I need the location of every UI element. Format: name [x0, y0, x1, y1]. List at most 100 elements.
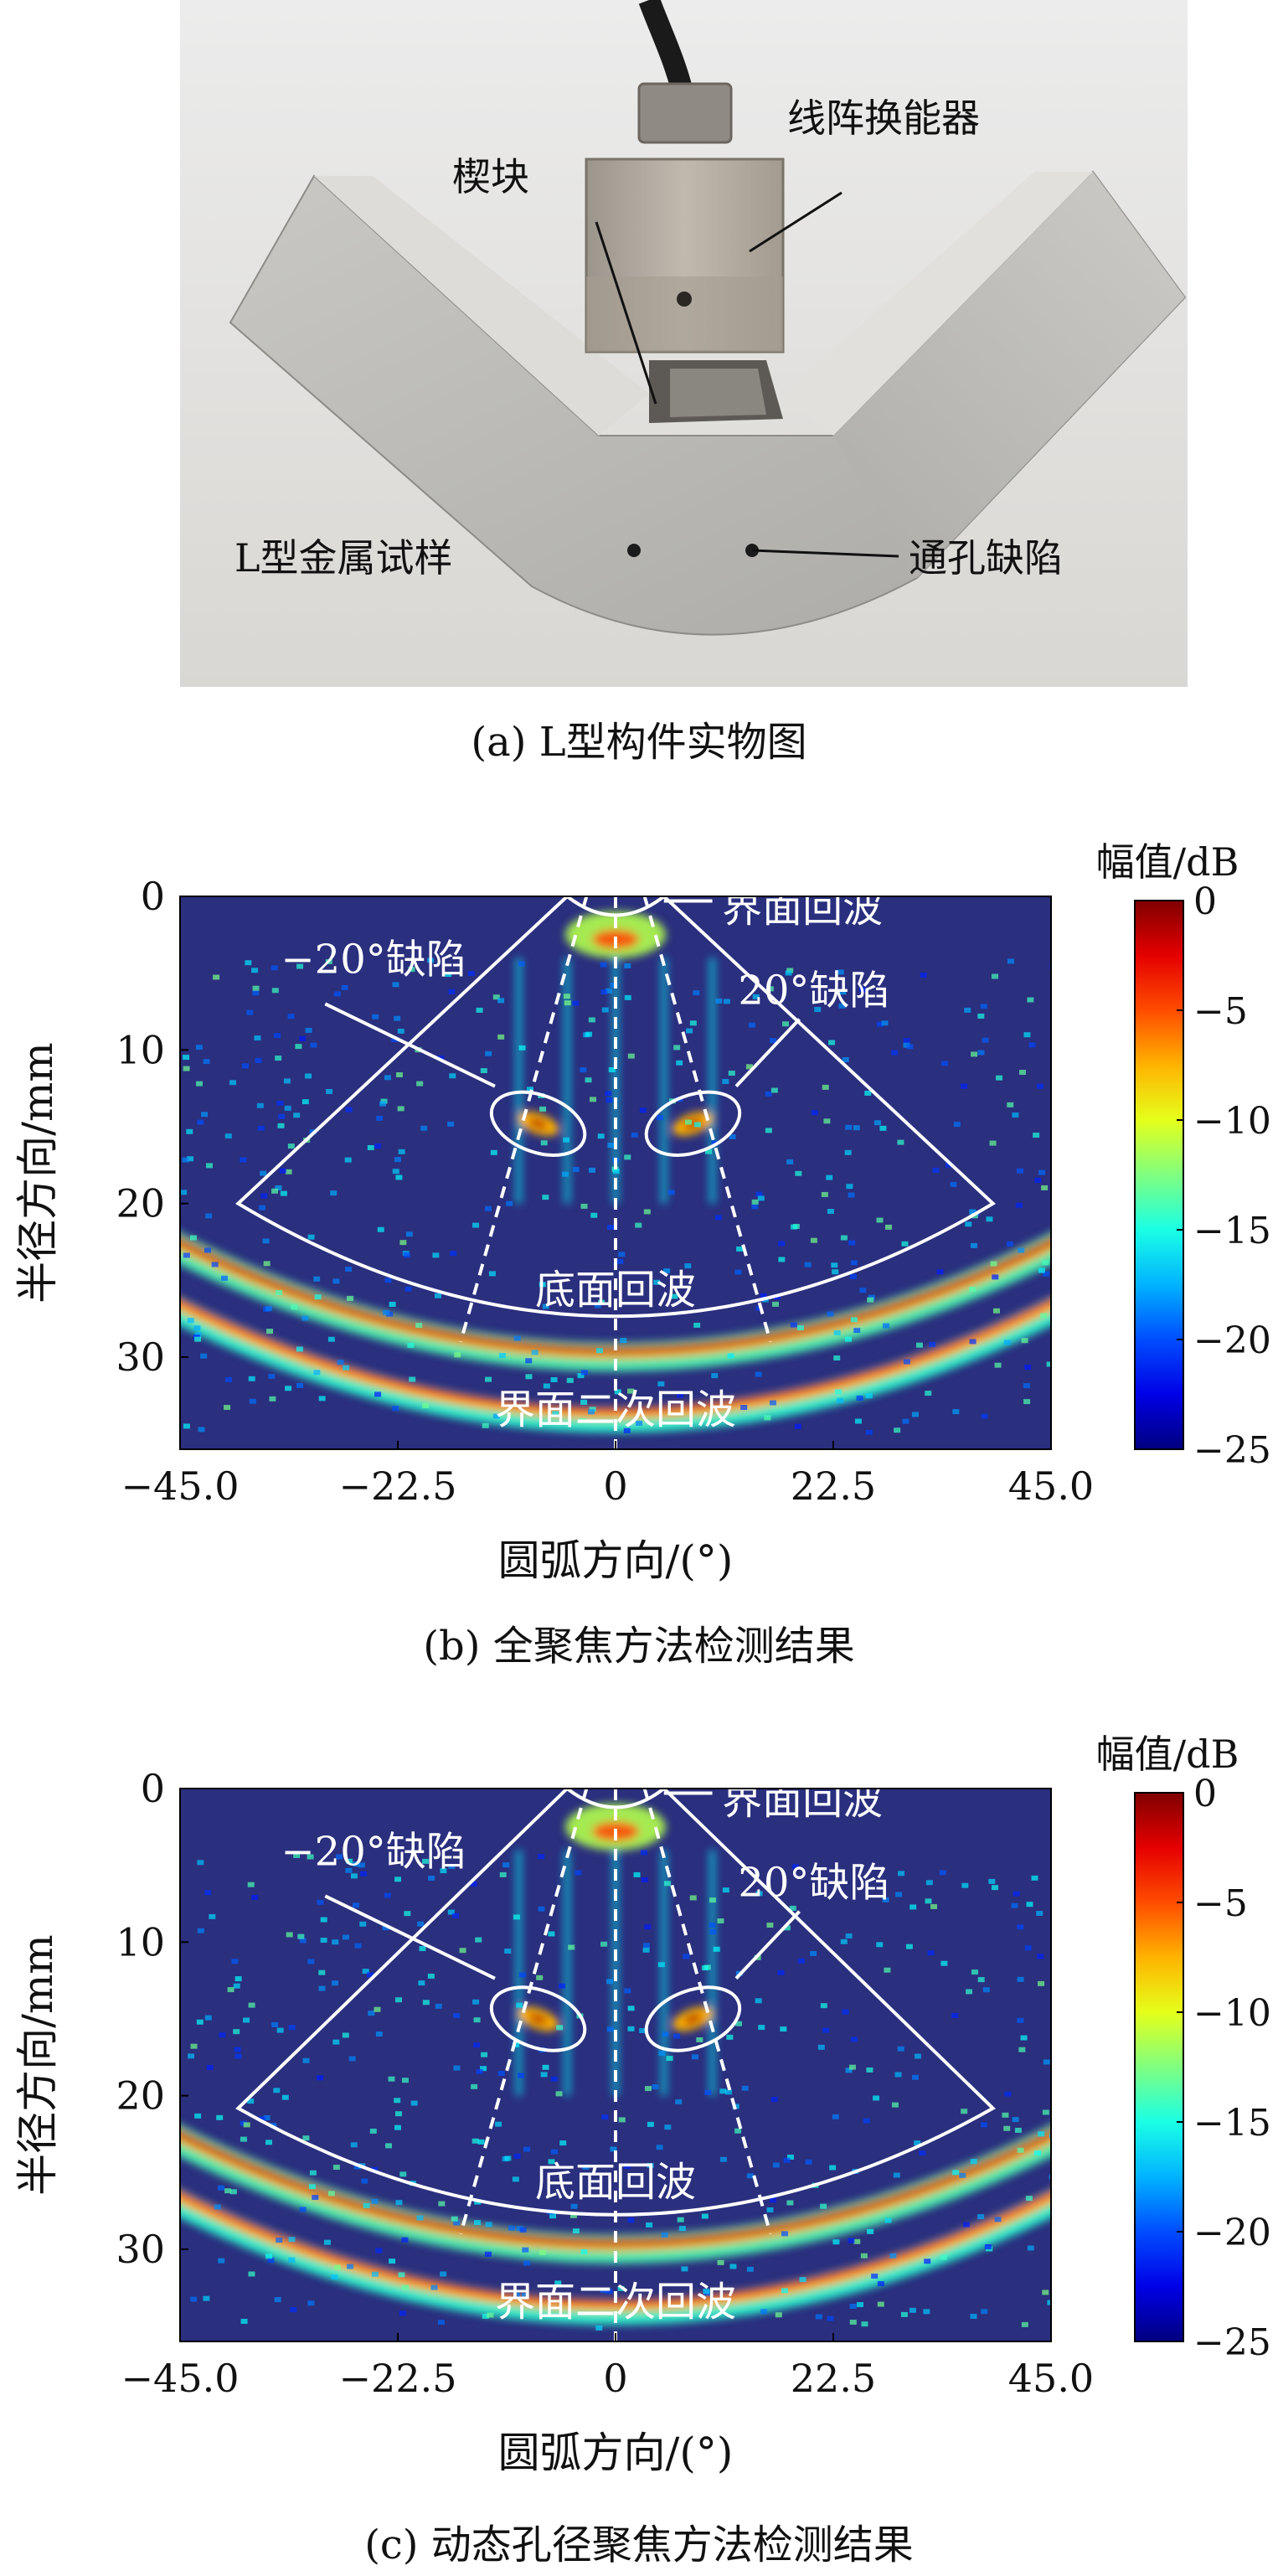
speckle — [796, 1325, 804, 1331]
speckle — [285, 1169, 292, 1174]
speckle — [540, 2072, 548, 2078]
speckle — [785, 970, 792, 976]
speckle — [873, 1120, 881, 1126]
speckle — [683, 1954, 690, 1959]
speckle — [221, 1275, 229, 1281]
speckle — [959, 2172, 966, 2178]
speckle — [247, 2098, 255, 2104]
speckle — [475, 1937, 482, 1943]
speckle — [678, 2226, 686, 2232]
speckle — [867, 1297, 874, 1303]
speckle — [723, 999, 730, 1004]
speckle — [617, 2285, 625, 2291]
caption-b: (b) 全聚焦方法检测结果 — [423, 1623, 855, 1670]
speckle — [675, 2098, 683, 2104]
speckle — [962, 2222, 970, 2228]
speckle — [681, 2266, 688, 2272]
speckle — [234, 2053, 242, 2059]
speckle — [810, 1237, 817, 1243]
speckle — [810, 1950, 817, 1956]
speckle — [525, 1358, 533, 1364]
speckle — [734, 1269, 742, 1275]
speckle — [209, 1913, 216, 1919]
speckle — [438, 2201, 446, 2207]
speckle — [590, 1212, 598, 1218]
speckle — [624, 1154, 631, 1160]
speckle — [194, 2113, 202, 2119]
speckle — [636, 1420, 643, 1426]
annotation-second-echo: 界面二次回波 — [495, 1386, 736, 1433]
speckle — [746, 2173, 754, 2179]
colorbar-tick-label: −5 — [1193, 990, 1248, 1033]
speckle — [691, 2054, 698, 2060]
speckle — [714, 1215, 722, 1221]
speckle — [577, 1373, 585, 1379]
y-tick-label: 20 — [116, 1181, 165, 1226]
streak — [564, 958, 571, 1204]
speckle — [686, 1028, 693, 1034]
speckle — [332, 2039, 340, 2045]
speckle — [1003, 1340, 1011, 1345]
speckle — [990, 1261, 997, 1267]
speckle — [845, 1124, 853, 1130]
speckle — [572, 1167, 580, 1173]
speckle — [734, 2021, 742, 2026]
speckle — [633, 1871, 641, 1877]
speckle — [476, 2068, 483, 2074]
speckle — [924, 2259, 931, 2264]
speckle — [769, 1400, 776, 1406]
speckle — [562, 1171, 569, 1177]
speckle — [361, 2178, 368, 2184]
speckle — [269, 1396, 276, 1402]
speckle — [794, 1423, 801, 1429]
speckle — [1038, 1980, 1045, 1986]
speckle — [980, 2122, 987, 2128]
speckle — [777, 1969, 785, 1975]
speckle — [518, 1045, 526, 1051]
speckle — [977, 1050, 985, 1056]
defect-circle — [644, 1985, 742, 2052]
speckle — [552, 1411, 559, 1417]
speckle — [977, 2214, 985, 2220]
speckle — [693, 990, 700, 996]
speckle — [781, 2231, 789, 2237]
speckle — [582, 2164, 590, 2170]
speckle — [307, 1854, 314, 1860]
speckle — [580, 2249, 588, 2255]
speckle — [224, 1405, 231, 1411]
speckle — [448, 1864, 456, 1870]
speckle — [216, 2114, 224, 2120]
speckle — [722, 1078, 729, 1084]
speckle — [764, 1415, 771, 1421]
speckle — [906, 1044, 914, 1050]
speckle — [607, 1143, 615, 1149]
speckle — [1027, 997, 1034, 1003]
speckle — [992, 1274, 999, 1280]
leader-pos20 — [734, 1910, 801, 1980]
speckle — [213, 974, 220, 980]
speckle — [313, 1276, 321, 1282]
speckle — [310, 1042, 317, 1048]
speckle — [1017, 2147, 1024, 2153]
speckle — [270, 2123, 277, 2129]
speckle — [240, 1157, 247, 1163]
speckle — [307, 2300, 315, 2306]
speckle — [833, 1355, 841, 1361]
speckle — [923, 2309, 930, 2315]
speckle — [778, 1241, 786, 1247]
speckle — [317, 1899, 324, 1905]
speckle — [952, 2170, 960, 2176]
speckle — [506, 1200, 513, 1206]
speckle — [729, 1133, 736, 1139]
speckle — [477, 2139, 485, 2145]
speckle — [482, 1422, 489, 1428]
speckle — [627, 2006, 635, 2011]
speckle — [1023, 1399, 1031, 1405]
speckle — [711, 1373, 719, 1379]
sector-top-arc — [565, 895, 666, 917]
speckle — [703, 2288, 710, 2294]
speckle — [229, 2189, 237, 2195]
speckle — [281, 2094, 289, 2100]
speckle — [542, 1303, 549, 1309]
speckle — [977, 1013, 985, 1019]
